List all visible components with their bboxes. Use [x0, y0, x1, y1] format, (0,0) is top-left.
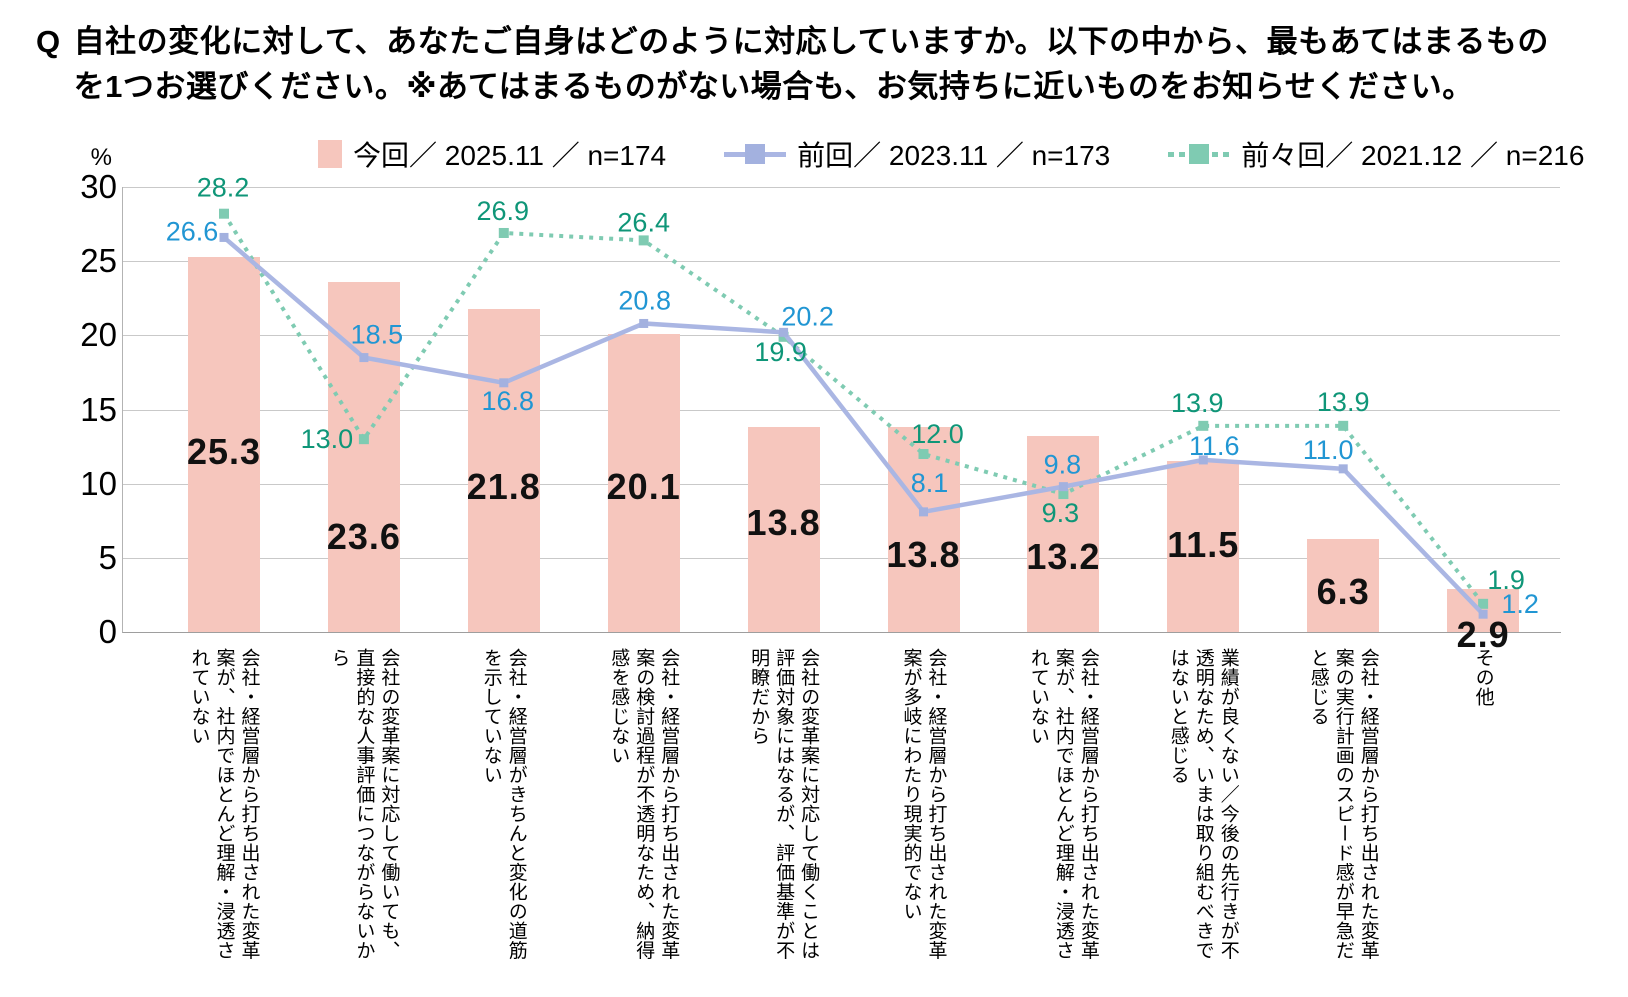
x-category-label: 会社・経営層から打ち出された変革案が、社内でほとんど理解・浸透されていない: [188, 648, 260, 960]
dashed-line-swatch-icon: [1168, 143, 1231, 165]
plot-frame: [122, 187, 1561, 633]
line-swatch-icon: [724, 143, 787, 165]
legend-item-before-previous: 前々回／ 2021.12 ／ n=216: [1168, 134, 1584, 174]
y-tick-label: 0: [98, 613, 117, 650]
legend-label: 前回／ 2023.11 ／ n=173: [797, 140, 1111, 171]
bar-value-label: 13.8: [886, 534, 961, 575]
y-tick-label: 20: [80, 316, 117, 354]
x-category-label: 会社・経営層がきちんと変化の道筋を示していない: [480, 648, 527, 960]
bar-value-label: 25.3: [186, 431, 262, 472]
x-category-label: 会社・経営層から打ち出された変革案の検討過程が不透明なため、納得感を感じない: [608, 648, 680, 960]
x-category-label: 会社・経営層から打ち出された変革案が、社内でほとんど理解・浸透されていない: [1027, 648, 1099, 960]
legend-label: 今回／ 2025.11 ／ n=174: [353, 140, 667, 171]
bar-value-label: 23.6: [326, 516, 401, 557]
y-tick-label: 15: [80, 390, 117, 428]
question-prefix: Q: [36, 24, 61, 59]
bar: [887, 427, 960, 632]
legend-item-current: 今回／ 2025.11 ／ n=174: [318, 134, 666, 174]
bar-value-label: 13.8: [746, 502, 821, 543]
x-category-label: 会社の変革案に対応して働くことは評価対象にはなるが、評価基準が不明瞭だから: [748, 648, 820, 960]
question-title: Q 自社の変化に対して、あなたご自身はどのように対応していますか。以下の中から、…: [36, 20, 1576, 110]
y-tick-label: 5: [98, 538, 117, 576]
legend-label: 前々回／ 2021.12 ／ n=216: [1241, 140, 1585, 171]
x-category-label: その他: [1472, 648, 1494, 707]
bar-value-label: 6.3: [1316, 571, 1370, 612]
bar: [327, 281, 400, 632]
bar-value-label: 11.5: [1167, 524, 1240, 565]
bar-value-label: 20.1: [606, 466, 681, 507]
legend-item-previous: 前回／ 2023.11 ／ n=173: [724, 134, 1110, 174]
y-axis-unit-label: %: [90, 144, 112, 171]
question-text: 自社の変化に対して、あなたご自身はどのように対応していますか。以下の中から、最も…: [73, 24, 1549, 104]
x-category-label: 会社の変革案に対応して働いても、直接的な人事評価につながらないから: [328, 648, 400, 960]
bar-value-label: 21.8: [466, 466, 541, 507]
gridline: [122, 187, 1560, 188]
y-tick-label: 10: [80, 464, 117, 502]
y-tick-label: 30: [80, 168, 117, 205]
bar: [1027, 436, 1100, 632]
x-category-label: 会社・経営層から打ち出された変革案の実行計画のスピード感が早急だと感じる: [1307, 648, 1379, 960]
chart-legend: 今回／ 2025.11 ／ n=174 前回／ 2023.11 ／ n=173 …: [318, 134, 1584, 174]
y-tick-label: 25: [80, 242, 117, 280]
x-category-label: 会社・経営層から打ち出された変革案が多岐にわたり現実的でない: [900, 648, 947, 960]
bar-value-label: 13.2: [1026, 536, 1101, 577]
x-category-label: 業績が良くない／今後の先行きが不透明なため、いまは取り組むべきではないと感じる: [1167, 648, 1239, 960]
bar-value-label: 2.9: [1456, 614, 1510, 655]
bar-swatch-icon: [318, 140, 342, 168]
